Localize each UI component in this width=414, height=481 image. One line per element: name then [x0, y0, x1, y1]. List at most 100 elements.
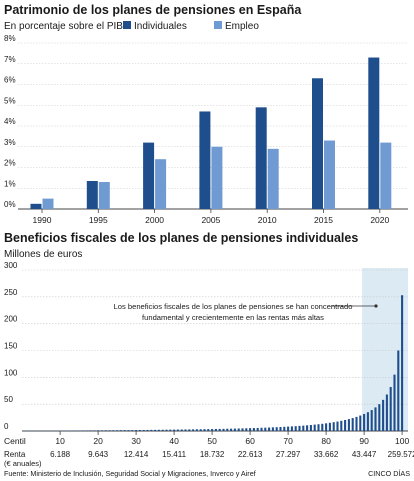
- chart2-bar: [382, 399, 385, 431]
- chart2-renta-value: 43.447: [352, 450, 377, 459]
- chart2-bar: [264, 427, 267, 431]
- chart2-bar: [207, 429, 210, 431]
- chart2-bar: [283, 426, 286, 431]
- chart2-xtick-label: 60: [245, 436, 255, 446]
- chart2-ytick-label: 300: [4, 261, 18, 270]
- chart2-renta-unit: (€ anuales): [4, 459, 42, 468]
- chart1-xtick-label: 1990: [33, 215, 52, 225]
- chart2-bar: [271, 427, 274, 431]
- chart2-renta-value: 15.411: [162, 450, 186, 459]
- legend-swatch-empleo: [214, 21, 222, 29]
- chart1-ytick-label: 4%: [4, 117, 16, 126]
- chart1-xtick-label: 2010: [258, 215, 277, 225]
- chart2-bar: [100, 430, 103, 431]
- chart2-bar: [142, 429, 145, 431]
- chart2-renta-value: 12.414: [124, 450, 149, 459]
- chart2-bar: [249, 428, 252, 431]
- chart2-bar: [169, 429, 172, 431]
- chart2-bar: [309, 424, 312, 431]
- chart2-bar: [165, 429, 168, 431]
- chart1-bar-empleo: [155, 159, 167, 209]
- chart2-bar: [298, 425, 301, 431]
- chart1-xtick-label: 2015: [314, 215, 333, 225]
- chart2-bar: [161, 429, 164, 431]
- chart2-bar: [127, 430, 130, 431]
- chart1-title: Patrimonio de los planes de pensiones en…: [4, 3, 302, 17]
- chart2-bar: [340, 420, 343, 431]
- chart2-xtick-label: 80: [321, 436, 331, 446]
- chart2-renta-value: 33.662: [314, 450, 339, 459]
- chart2-bar: [401, 295, 404, 431]
- chart2-plot: 0 50 100 150 200 250 300 Los beneficios fiscale…: [4, 261, 414, 468]
- chart2-bar: [104, 430, 107, 431]
- chart2-ytick-label: 50: [4, 395, 13, 404]
- chart2-xtick-label: 10: [55, 436, 65, 446]
- chart1-ytick-label: 5%: [4, 96, 16, 105]
- chart2-bar: [370, 410, 373, 431]
- chart2-bar: [203, 429, 206, 431]
- chart2-renta-value: 22.613: [238, 450, 263, 459]
- chart2-bar: [256, 427, 259, 431]
- chart2-bar: [192, 429, 195, 431]
- chart2-ytick-label: 250: [4, 288, 18, 297]
- chart2-bar: [374, 407, 377, 431]
- chart1-bar-individuales: [143, 142, 155, 209]
- chart2-xtick-label: 100: [395, 436, 409, 446]
- chart2-bar: [97, 430, 100, 431]
- chart2-bar: [332, 422, 335, 431]
- chart2-bar: [195, 429, 198, 431]
- chart2-xtick-label: 40: [169, 436, 179, 446]
- chart2-bar: [214, 428, 217, 431]
- chart2-renta-value: 259.572: [388, 450, 414, 459]
- chart2-subtitle: Millones de euros: [4, 249, 82, 260]
- chart1-bar-individuales: [368, 57, 380, 210]
- chart2-renta-value: 9.643: [88, 450, 109, 459]
- chart2-renta-label: Renta: [4, 450, 26, 459]
- footer-source: Fuente: Ministerio de Inclusión, Segurid…: [4, 469, 256, 478]
- chart2-bar: [173, 429, 176, 431]
- chart2-bar: [222, 428, 225, 431]
- chart2-renta-value: 6.188: [50, 450, 71, 459]
- chart2-bar: [260, 427, 263, 431]
- chart2-bar: [93, 430, 96, 431]
- chart2-bar: [393, 374, 396, 431]
- chart2-bar: [188, 429, 191, 431]
- chart1-bar-empleo: [267, 148, 279, 209]
- chart2-bar: [108, 430, 111, 431]
- chart2-bar: [78, 430, 81, 431]
- chart2-bar: [245, 428, 248, 431]
- chart2-bar: [313, 424, 316, 431]
- chart2-bar: [241, 428, 244, 431]
- chart1-bar-individuales: [255, 107, 267, 209]
- chart2-xtick-label: 20: [93, 436, 103, 446]
- chart2-renta-value: 27.297: [276, 450, 301, 459]
- chart2-bar: [233, 428, 236, 431]
- chart2-bar: [351, 418, 354, 431]
- chart2-bar: [279, 427, 282, 431]
- chart2-bar: [328, 422, 331, 431]
- chart2-ytick-label: 200: [4, 315, 18, 324]
- chart2-bar: [184, 429, 187, 431]
- chart2-bar: [154, 429, 157, 431]
- chart2-bar: [230, 428, 233, 431]
- chart2-bar: [378, 404, 381, 431]
- chart1-ytick-label: 1%: [4, 179, 16, 188]
- chart2-bar: [150, 429, 153, 431]
- chart2-bar: [131, 430, 134, 431]
- chart2-bar: [389, 386, 392, 431]
- legend-label-empleo: Empleo: [225, 21, 259, 32]
- chart2-bar: [290, 426, 293, 431]
- chart2-bar: [347, 419, 350, 431]
- chart1-xtick-label: 2005: [201, 215, 220, 225]
- chart1-bar-individuales: [30, 203, 42, 209]
- chart2-bar: [226, 428, 229, 431]
- chart1-xtick-label: 2000: [145, 215, 164, 225]
- chart2-centil-label: Centil: [4, 436, 26, 446]
- chart2-bar: [85, 430, 88, 431]
- chart2-bar: [112, 430, 115, 431]
- legend-label-individuales: Individuales: [134, 21, 187, 32]
- chart2-bar: [355, 416, 358, 431]
- chart2-bar: [306, 425, 309, 431]
